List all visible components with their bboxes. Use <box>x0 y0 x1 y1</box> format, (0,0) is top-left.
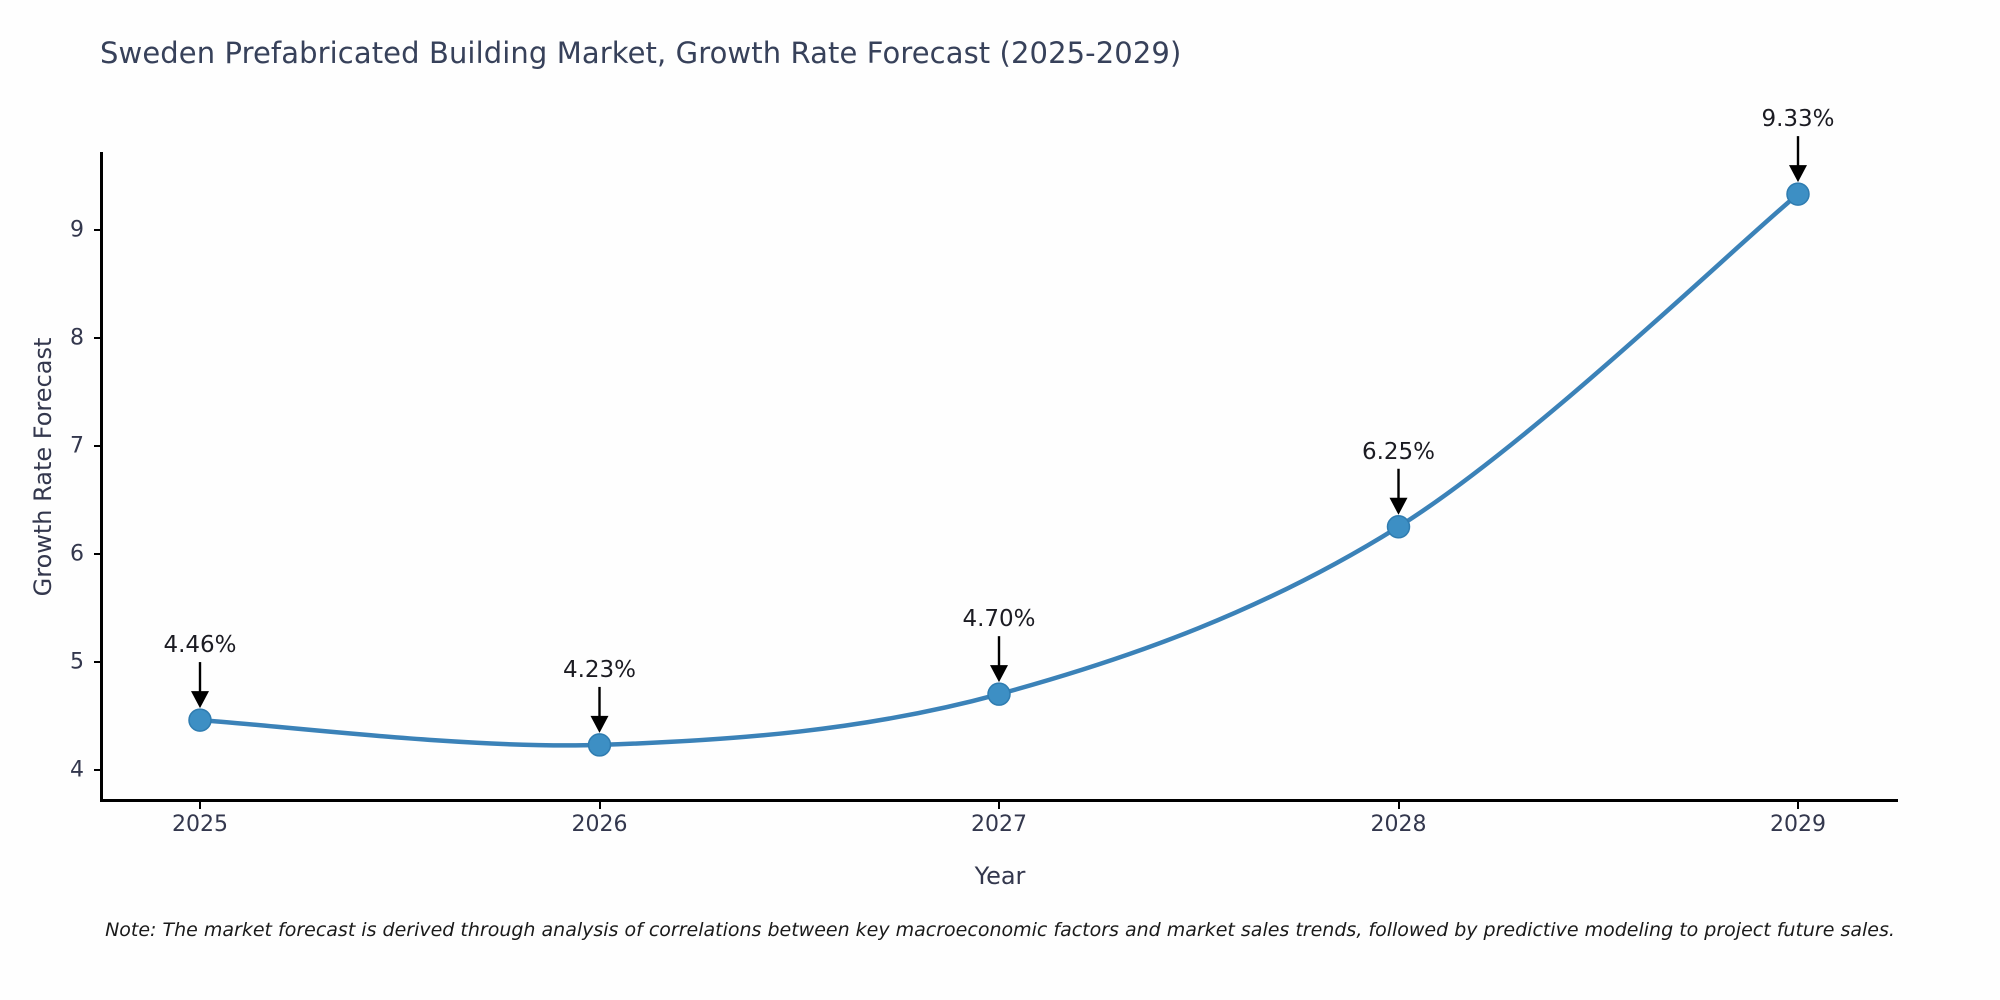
x-tick-mark <box>1797 802 1799 809</box>
x-tick-label: 2029 <box>1770 812 1826 837</box>
growth-rate-line <box>197 191 1801 748</box>
data-point-markers <box>188 182 1810 757</box>
x-tick-mark <box>598 802 601 809</box>
y-tick-label: 8 <box>70 325 84 351</box>
y-tick-label: 4 <box>70 757 84 783</box>
x-axis-spine <box>100 799 1898 802</box>
x-tick-mark <box>1397 802 1400 809</box>
chart-footnote: Note: The market forecast is derived thr… <box>105 919 1895 941</box>
y-tick-mark <box>94 660 101 663</box>
y-tick-mark <box>94 552 101 555</box>
plot-area <box>100 152 1898 800</box>
y-tick-mark <box>94 444 101 447</box>
x-tick-mark <box>998 802 1000 809</box>
x-tick-label: 2026 <box>571 812 628 837</box>
y-tick-label: 6 <box>70 541 84 567</box>
chart-title: Sweden Prefabricated Building Market, Gr… <box>100 36 1182 70</box>
x-tick-label: 2028 <box>1370 812 1427 837</box>
line-series-svg <box>188 182 1810 757</box>
y-tick-label: 7 <box>70 433 84 459</box>
data-point-marker[interactable] <box>1786 182 1810 206</box>
x-tick-label: 2025 <box>172 812 228 837</box>
data-point-marker[interactable] <box>1386 515 1411 539</box>
data-point-marker[interactable] <box>987 682 1011 706</box>
y-tick-mark <box>94 228 101 231</box>
x-tick-label: 2027 <box>971 812 1027 837</box>
data-point-marker[interactable] <box>188 708 212 732</box>
y-tick-label: 9 <box>70 217 84 243</box>
y-axis-tick-labels: 4 5 6 7 8 9 <box>0 0 101 1000</box>
y-axis-spine <box>100 152 103 802</box>
data-point-marker[interactable] <box>587 733 612 757</box>
x-axis-title: Year <box>974 862 1026 890</box>
y-tick-mark <box>94 336 101 339</box>
x-tick-mark <box>199 802 201 809</box>
y-tick-label: 5 <box>70 649 84 675</box>
y-tick-mark <box>94 768 101 771</box>
y-axis-title: Growth Rate Forecast <box>29 337 57 597</box>
